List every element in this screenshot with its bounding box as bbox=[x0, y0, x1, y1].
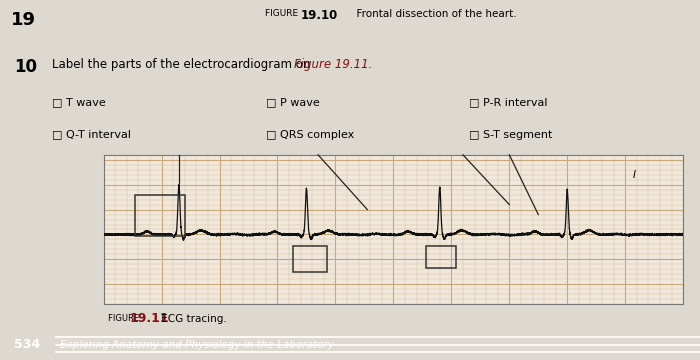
Text: 534: 534 bbox=[14, 338, 40, 351]
Text: Figure 19.11.: Figure 19.11. bbox=[294, 58, 372, 71]
Bar bbox=[426, 246, 456, 268]
Text: Frontal dissection of the heart.: Frontal dissection of the heart. bbox=[350, 9, 517, 19]
Text: I: I bbox=[632, 170, 636, 180]
Text: □ QRS complex: □ QRS complex bbox=[266, 130, 354, 140]
Text: □ T wave: □ T wave bbox=[52, 97, 106, 107]
Bar bbox=[136, 195, 185, 237]
Text: 19.11: 19.11 bbox=[130, 312, 169, 325]
Text: □ P-R interval: □ P-R interval bbox=[469, 97, 547, 107]
Text: □ Q-T interval: □ Q-T interval bbox=[52, 130, 132, 140]
Text: 10: 10 bbox=[14, 58, 37, 76]
Text: FIGURE: FIGURE bbox=[108, 314, 142, 323]
Text: □ P wave: □ P wave bbox=[266, 97, 320, 107]
Text: Label the parts of the electrocardiogram on: Label the parts of the electrocardiogram… bbox=[52, 58, 314, 71]
Bar bbox=[293, 247, 328, 272]
Text: □ S-T segment: □ S-T segment bbox=[469, 130, 552, 140]
Text: 19.10: 19.10 bbox=[301, 9, 338, 22]
Text: FIGURE: FIGURE bbox=[265, 9, 301, 18]
Text: ECG tracing.: ECG tracing. bbox=[158, 314, 226, 324]
Text: 19: 19 bbox=[10, 11, 36, 29]
Text: Exploring Anatomy and Physiology in the Laboratory: Exploring Anatomy and Physiology in the … bbox=[60, 340, 333, 350]
